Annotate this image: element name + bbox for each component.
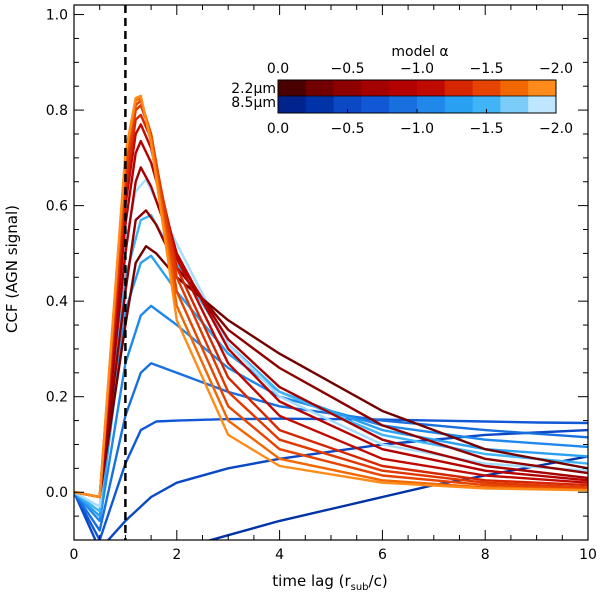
colorbar-row1-label: 2.2μm (231, 81, 276, 97)
colorbar-bottom-tick-label: 0.0 (267, 121, 289, 137)
colorbar-cell-2um (444, 80, 474, 96)
colorbar-cell-2um (528, 80, 557, 96)
colorbar-cell-2um (333, 80, 362, 96)
colorbar-top-tick-label: −0.5 (331, 61, 365, 77)
colorbar-top-tick-labels: 0.0 −0.5 −1.0 −1.5 −2.0 (267, 61, 573, 84)
nir-2um-series-3 (74, 139, 588, 499)
x-tick-label: 6 (378, 547, 387, 563)
colorbar-cell-8um (528, 96, 557, 113)
colorbar-cells (277, 79, 557, 114)
colorbar-cell-8um (500, 96, 529, 113)
colorbar-bottom-tick-label: −2.0 (539, 121, 573, 137)
nir-8um-series-2 (74, 417, 588, 540)
colorbar-cell-8um (278, 96, 307, 113)
nir-2um-series-0 (74, 245, 588, 499)
y-tick-label: 1.0 (46, 8, 68, 24)
colorbar-bottom-tick-labels: 0.0 −0.5 −1.0 −1.5 −2.0 (267, 109, 573, 137)
y-tick-label: 0.6 (46, 199, 68, 215)
colorbar-bottom-tick-label: −0.5 (331, 121, 365, 137)
x-axis-title-tail: /c) (369, 572, 388, 590)
y-axis-title: CCF (AGN signal) (3, 205, 21, 333)
colorbar-cell-8um (333, 96, 362, 113)
y-tick-label: 0.2 (46, 390, 68, 406)
y-tick-label: 0.4 (46, 294, 68, 310)
nir-8um-series-0 (206, 455, 588, 540)
series-layer (74, 94, 588, 540)
colorbar-top-tick-label: 0.0 (267, 61, 289, 77)
colorbar-cell-8um (444, 96, 474, 113)
colorbar-cell-2um (500, 80, 529, 96)
nir-2um-series-9 (74, 94, 588, 499)
colorbar-row2-label: 8.5μm (231, 95, 276, 111)
colorbar-cell-2um (361, 80, 390, 96)
y-tick-label: 0.8 (46, 103, 68, 119)
colorbar-bottom-tick-label: −1.5 (470, 121, 504, 137)
colorbar: model α 0.0 −0.5 −1.0 −1.5 −2.0 2.2μm 8.5μm … (231, 44, 573, 137)
colorbar-cell-2um (472, 80, 501, 96)
colorbar-cell-2um (305, 80, 335, 96)
x-tick-label: 0 (70, 547, 79, 563)
x-tick-label: 8 (481, 547, 490, 563)
colorbar-cell-8um (389, 96, 418, 113)
colorbar-cell-8um (361, 96, 390, 113)
x-axis-title-main: time lag (r (272, 572, 351, 590)
y-tick-label: 0.0 (46, 485, 68, 501)
x-axis-title-sub: sub (351, 582, 369, 593)
colorbar-cell-2um (417, 80, 446, 96)
colorbar-title: model α (391, 44, 448, 60)
x-tick-label: 2 (172, 547, 181, 563)
colorbar-cell-2um (278, 80, 307, 96)
colorbar-cell-8um (417, 96, 446, 113)
colorbar-cell-8um (472, 96, 501, 113)
x-tick-label: 4 (275, 547, 284, 563)
colorbar-cell-8um (305, 96, 335, 113)
colorbar-top-tick-label: −1.5 (470, 61, 504, 77)
x-axis-title: time lag (rsub/c) (272, 572, 387, 593)
ticks-layer: 0 2 4 6 8 10 0.0 0.2 0.4 0.6 0.8 1.0 (46, 5, 597, 563)
colorbar-top-tick-label: −1.0 (400, 61, 434, 77)
nir-8um-series-4 (74, 304, 588, 523)
colorbar-top-tick-label: −2.0 (539, 61, 573, 77)
x-tick-label: 10 (579, 547, 597, 563)
colorbar-cell-2um (389, 80, 418, 96)
colorbar-bottom-tick-label: −1.0 (400, 121, 434, 137)
